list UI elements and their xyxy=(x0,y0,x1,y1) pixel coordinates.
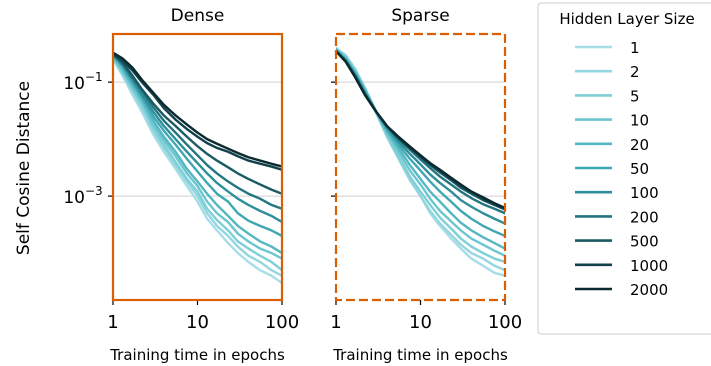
sparse-series-line-200 xyxy=(336,49,505,215)
dense-series-line-1 xyxy=(113,58,282,285)
sparse-series-line-2000 xyxy=(336,49,505,210)
legend-box xyxy=(537,2,711,335)
y-axis-label: Self Cosine Distance xyxy=(14,81,34,255)
legend-label-1: 1 xyxy=(630,39,640,57)
legend-label-500: 500 xyxy=(630,233,659,251)
dense-series-group xyxy=(113,51,282,285)
dense-series-line-5 xyxy=(113,56,282,272)
dense-x-tick-label: 100 xyxy=(265,312,299,333)
sparse-series-group xyxy=(336,46,505,277)
dense-x-tick-label: 1 xyxy=(107,312,118,333)
dense-series-line-1000 xyxy=(113,52,282,171)
y-tick-label: 10−1 xyxy=(63,70,102,94)
sparse-panel: 1 10 100 xyxy=(330,32,522,333)
legend: Hidden Layer Size 1 2 5 10 20 50 100 200 500 1000… xyxy=(537,2,711,335)
dense-series-line-2 xyxy=(113,57,282,277)
legend-label-200: 200 xyxy=(630,208,659,226)
dense-series-line-500 xyxy=(113,52,282,195)
sparse-x-tick-label: 100 xyxy=(488,312,522,333)
dense-series-line-20 xyxy=(113,54,282,255)
dense-panel-title: Dense xyxy=(171,6,225,26)
legend-label-2: 2 xyxy=(630,63,640,81)
sparse-x-tick-label: 10 xyxy=(409,312,432,333)
legend-label-10: 10 xyxy=(630,112,649,130)
legend-label-2000: 2000 xyxy=(630,281,668,299)
dense-frame xyxy=(111,32,284,302)
sparse-x-axis-label: Training time in epochs xyxy=(332,346,508,364)
dense-x-tick-label: 10 xyxy=(186,312,209,333)
legend-label-100: 100 xyxy=(630,184,659,202)
legend-label-5: 5 xyxy=(630,87,640,105)
dense-panel: 10−1 10−3 1 10 100 xyxy=(63,32,299,333)
legend-label-20: 20 xyxy=(630,136,649,154)
legend-label-1000: 1000 xyxy=(630,257,668,275)
sparse-frame xyxy=(334,32,507,302)
sparse-panel-title: Sparse xyxy=(391,6,449,26)
legend-label-50: 50 xyxy=(630,160,649,178)
sparse-x-tick-label: 1 xyxy=(330,312,341,333)
dense-x-axis-label: Training time in epochs xyxy=(109,346,285,364)
y-tick-label: 10−3 xyxy=(63,184,102,208)
legend-title: Hidden Layer Size xyxy=(559,10,694,28)
dense-series-line-10 xyxy=(113,55,282,260)
dense-series-line-2000 xyxy=(113,51,282,168)
dense-series-line-100 xyxy=(113,53,282,224)
